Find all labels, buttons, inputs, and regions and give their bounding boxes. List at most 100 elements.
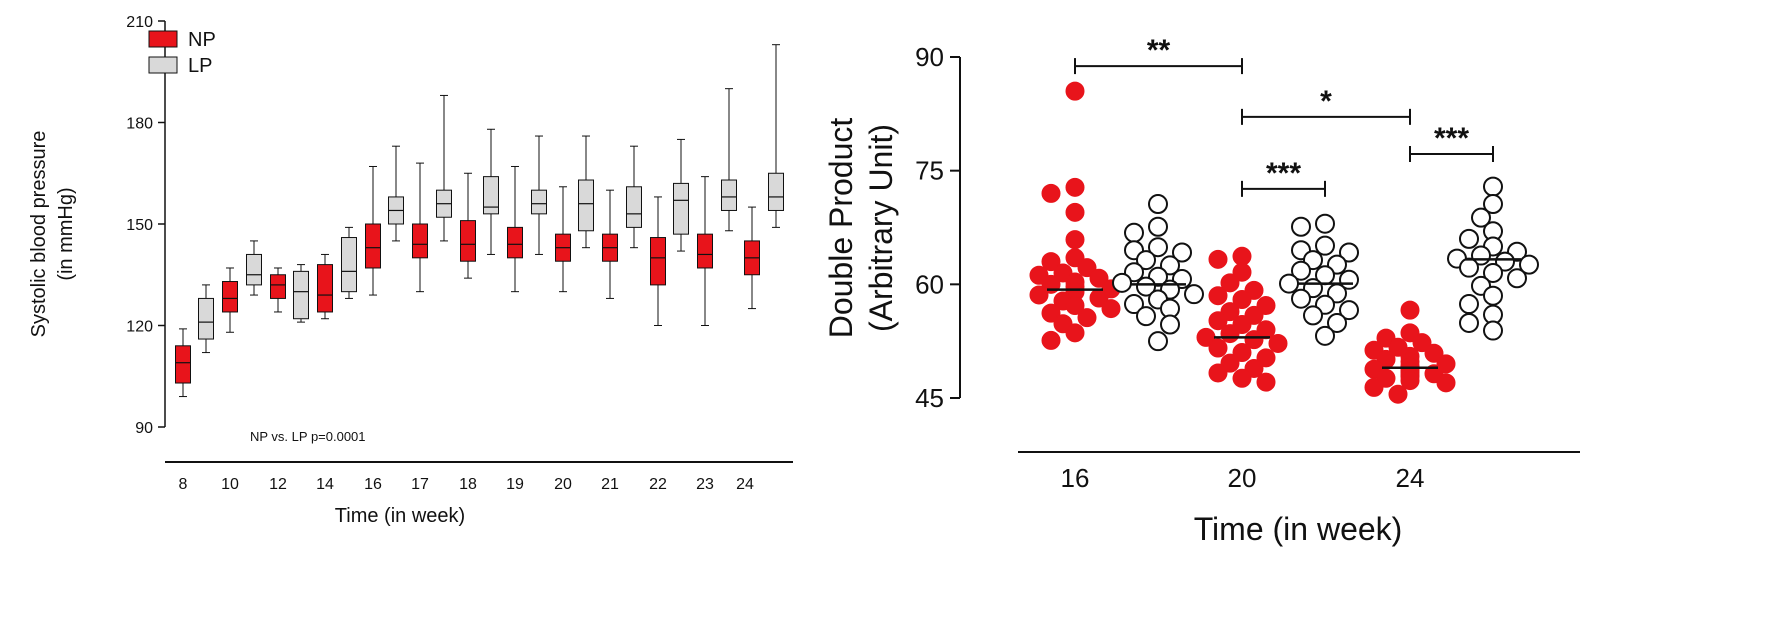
points-np-week-20 bbox=[1196, 246, 1288, 392]
data-point-2 bbox=[1471, 207, 1491, 228]
data-point-13 bbox=[1220, 324, 1240, 344]
data-point-3 bbox=[1412, 333, 1432, 353]
box-np-week-19 bbox=[507, 165, 523, 293]
box-lp-week-13 bbox=[293, 264, 309, 323]
data-point-13 bbox=[1291, 288, 1311, 309]
data-point-17 bbox=[1208, 338, 1228, 358]
data-point-0 bbox=[1232, 246, 1252, 266]
data-point-10 bbox=[1089, 268, 1109, 288]
box-body bbox=[578, 179, 594, 232]
box-body bbox=[721, 179, 737, 211]
right-mean-lines bbox=[1047, 258, 1521, 369]
box-np-week-10 bbox=[222, 267, 238, 333]
box-lp-week-22 bbox=[673, 138, 689, 252]
box-lp-week-19 bbox=[531, 135, 547, 255]
left-x-ticks: 8 10 12 14 16 17 18 19 20 21 22 23 24 bbox=[179, 476, 754, 493]
data-point-6 bbox=[1041, 252, 1061, 272]
data-point-15 bbox=[1483, 285, 1503, 306]
box-body bbox=[697, 233, 713, 269]
points-np-week-16 bbox=[1029, 81, 1121, 350]
significance-label: * bbox=[1320, 85, 1332, 118]
data-point-0 bbox=[1483, 176, 1503, 197]
data-point-24 bbox=[1256, 372, 1276, 392]
left-y-tick-label-1: 120 bbox=[126, 319, 153, 336]
data-point-7 bbox=[1077, 258, 1097, 278]
right-x-tick-label-16: 16 bbox=[1061, 463, 1090, 493]
significance-label: *** bbox=[1266, 157, 1301, 190]
box-body bbox=[412, 223, 428, 259]
data-point-11 bbox=[1112, 272, 1132, 293]
data-point-0 bbox=[1065, 81, 1085, 101]
legend-label-np: NP bbox=[188, 29, 216, 51]
points-lp-week-24 bbox=[1447, 176, 1539, 341]
data-point-10 bbox=[1519, 254, 1539, 275]
box-body bbox=[270, 274, 286, 299]
left-legend: NP LP bbox=[148, 29, 216, 77]
box-lp-week-21 bbox=[626, 145, 642, 249]
points-lp-week-20 bbox=[1279, 213, 1359, 346]
left-x-tick-label-14: 14 bbox=[316, 476, 334, 493]
data-point-15 bbox=[1339, 300, 1359, 321]
right-significance-brackets: ********* bbox=[1074, 34, 1494, 197]
left-y-tick-label-3: 180 bbox=[126, 116, 153, 133]
box-body bbox=[483, 176, 499, 215]
box-lp-week-23 bbox=[721, 88, 737, 232]
box-lp-week-9 bbox=[198, 284, 214, 354]
data-point-6 bbox=[1136, 250, 1156, 271]
data-point-25 bbox=[1041, 330, 1061, 350]
legend-swatch-lp bbox=[148, 56, 178, 74]
box-lp-week-20 bbox=[578, 135, 594, 249]
box-np-week-12 bbox=[270, 267, 286, 313]
box-body bbox=[246, 253, 262, 286]
left-y-tick-label-0: 90 bbox=[135, 420, 153, 437]
right-x-ticks: 16 20 24 bbox=[1061, 463, 1425, 493]
data-point-10 bbox=[1208, 311, 1228, 331]
data-point-2 bbox=[1041, 183, 1061, 203]
left-y-axis-label-line1: Systolic blood pressure bbox=[28, 131, 50, 338]
data-point-23 bbox=[1388, 384, 1408, 404]
data-point-7 bbox=[1291, 260, 1311, 281]
data-point-19 bbox=[1483, 320, 1503, 341]
box-lp-week-16 bbox=[388, 145, 404, 242]
significance-bracket-3: *** bbox=[1409, 122, 1494, 162]
box-np-week-14 bbox=[317, 253, 333, 320]
left-annotation-pvalue: NP vs. LP p=0.0001 bbox=[250, 429, 366, 444]
data-point-3 bbox=[1148, 237, 1168, 258]
data-point-19 bbox=[1256, 348, 1276, 368]
left-chart: 90 120 150 180 210 8 10 12 14 16 17 18 19 20 21 22 23 24… bbox=[28, 14, 793, 527]
right-y-tick-label-1: 60 bbox=[915, 269, 944, 299]
significance-bracket-2: *** bbox=[1241, 157, 1326, 197]
left-x-tick-label-19: 19 bbox=[506, 476, 524, 493]
data-point-1 bbox=[1483, 194, 1503, 215]
data-point-5 bbox=[1208, 286, 1228, 306]
data-point-22 bbox=[1208, 363, 1228, 383]
left-x-tick-label-18: 18 bbox=[459, 476, 477, 493]
data-point-4 bbox=[1459, 228, 1479, 249]
box-np-week-17 bbox=[412, 162, 428, 293]
box-body bbox=[768, 172, 784, 211]
right-x-tick-label-24: 24 bbox=[1396, 463, 1425, 493]
significance-label: *** bbox=[1434, 122, 1469, 155]
box-np-week-21 bbox=[602, 189, 618, 299]
right-y-ticks: 45 60 75 90 bbox=[915, 42, 960, 413]
points-lp-week-16 bbox=[1112, 194, 1204, 352]
data-point-1 bbox=[1148, 216, 1168, 237]
data-point-0 bbox=[1400, 300, 1420, 320]
box-np-week-16 bbox=[365, 165, 381, 296]
data-point-19 bbox=[1065, 296, 1085, 316]
data-point-21 bbox=[1041, 303, 1061, 323]
left-y-tick-label-2: 150 bbox=[126, 217, 153, 234]
box-body bbox=[341, 237, 357, 293]
data-point-19 bbox=[1160, 314, 1180, 335]
data-point-16 bbox=[1124, 294, 1144, 315]
box-np-week-8 bbox=[175, 328, 191, 398]
left-x-tick-label-21: 21 bbox=[601, 476, 619, 493]
box-body bbox=[198, 297, 214, 340]
data-point-2 bbox=[1232, 262, 1252, 282]
data-point-6 bbox=[1424, 343, 1444, 363]
data-point-9 bbox=[1495, 251, 1515, 272]
data-point-18 bbox=[1136, 306, 1156, 327]
left-x-axis-label: Time (in week) bbox=[335, 505, 465, 527]
